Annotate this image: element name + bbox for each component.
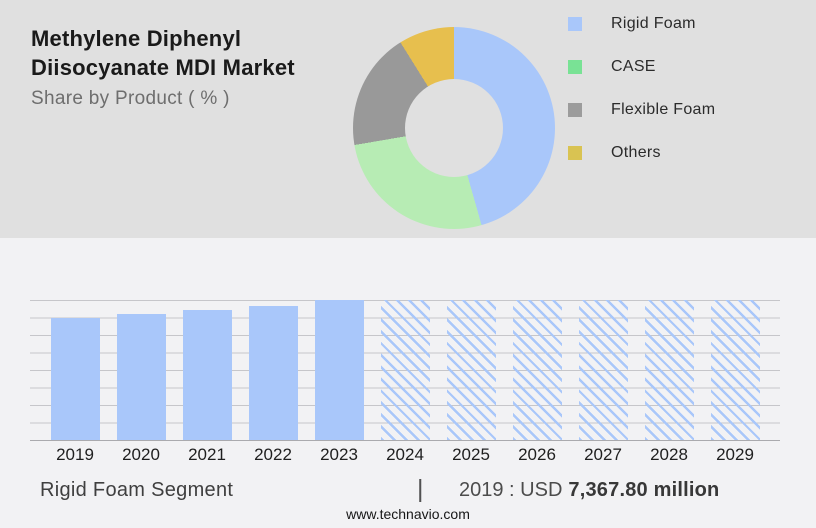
title-line-1: Methylene Diphenyl [31,26,242,51]
bar-slot-2019 [42,318,108,440]
share-by-product-panel: Methylene Diphenyl Diisocyanate MDI Mark… [0,0,816,238]
x-tick-label-2019: 2019 [56,445,94,464]
x-axis-labels: 2019 2020 2021 2022 2023 2024 2025 2026 2027 2028… [30,445,780,465]
legend-swatch-icon [568,60,582,74]
legend-label: Flexible Foam [611,101,716,118]
legend-label: Rigid Foam [611,15,696,32]
bar-slot-2024 [372,300,438,440]
bar-2023 [314,300,364,440]
x-tick-label-2028: 2028 [650,445,688,464]
bar-2020 [116,314,166,440]
caption-divider: | [417,475,424,503]
bar-2022 [248,306,298,440]
forecast-bar-2028 [644,300,694,440]
donut-hole [405,79,503,177]
bar-slot-2020 [108,314,174,440]
legend-item-rigid-foam: Rigid Foam [568,15,715,33]
forecast-bar-2026 [512,300,562,440]
bar-slot-2028 [636,300,702,440]
bar-2021 [182,310,232,440]
page-title: Methylene Diphenyl Diisocyanate MDI Mark… [31,24,295,82]
x-tick-label-2027: 2027 [584,445,622,464]
bar-2019 [50,318,100,440]
segment-value-text: 2019 : USD 7,367.80 million [459,479,719,502]
website-url: www.technavio.com [346,506,470,522]
legend-item-case: CASE [568,58,715,76]
bar-slot-2027 [570,300,636,440]
donut-chart-subtitle: Share by Product ( % ) [31,88,230,109]
legend-label: Others [611,144,661,161]
trend-panel: 2019 2020 2021 2022 2023 2024 2025 2026 2027 2028… [0,238,816,528]
bar-chart-plot-area [30,300,780,441]
legend-swatch-icon [568,17,582,31]
bar-slot-2029 [702,300,768,440]
forecast-bar-2025 [446,300,496,440]
bar-slot-2026 [504,300,570,440]
x-tick-label-2021: 2021 [188,445,226,464]
bar-slot-2025 [438,300,504,440]
legend-item-flexible-foam: Flexible Foam [568,101,715,119]
value-amount: 7,367.80 million [568,479,720,501]
x-tick-label-2023: 2023 [320,445,358,464]
legend-swatch-icon [568,146,582,160]
x-tick-label-2026: 2026 [518,445,556,464]
segment-label: Rigid Foam Segment [40,479,234,501]
title-line-2: Diisocyanate MDI Market [31,55,295,80]
x-tick-label-2029: 2029 [716,445,754,464]
donut-chart [353,27,555,229]
title-block: Methylene Diphenyl Diisocyanate MDI Mark… [31,24,295,110]
x-tick-label-2024: 2024 [386,445,424,464]
bar-slot-2022 [240,306,306,440]
x-tick-label-2022: 2022 [254,445,292,464]
bar-slot-2023 [306,300,372,440]
value-prefix: 2019 : USD [459,479,563,501]
bars-row [30,300,780,440]
legend-item-others: Others [568,144,715,162]
x-tick-label-2025: 2025 [452,445,490,464]
legend-swatch-icon [568,103,582,117]
forecast-bar-2029 [710,300,760,440]
x-tick-label-2020: 2020 [122,445,160,464]
legend: Rigid Foam CASE Flexible Foam Others [568,15,715,162]
bar-slot-2021 [174,310,240,440]
forecast-bar-2027 [578,300,628,440]
forecast-bar-2024 [380,300,430,440]
legend-label: CASE [611,58,656,75]
